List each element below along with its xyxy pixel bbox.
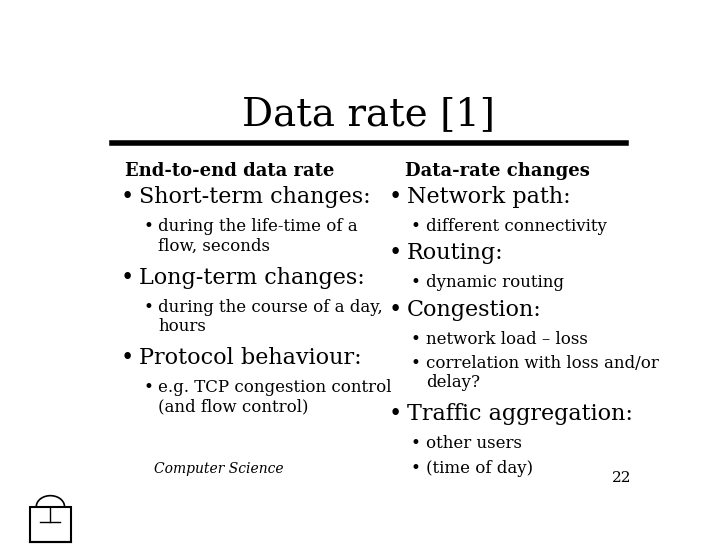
Text: Data-rate changes: Data-rate changes — [405, 162, 590, 181]
Text: •: • — [143, 299, 153, 316]
Text: Protocol behaviour:: Protocol behaviour: — [139, 347, 361, 369]
Text: •: • — [389, 242, 402, 264]
Text: 22: 22 — [612, 470, 631, 485]
Text: •: • — [121, 266, 134, 289]
Text: Traffic aggregation:: Traffic aggregation: — [407, 403, 633, 425]
Text: Congestion:: Congestion: — [407, 299, 541, 321]
Text: •: • — [411, 435, 420, 453]
Text: Routing:: Routing: — [407, 242, 503, 264]
Text: •: • — [143, 218, 153, 235]
Text: •: • — [411, 460, 420, 477]
Text: Computer Science: Computer Science — [154, 462, 284, 476]
Text: •: • — [411, 218, 420, 235]
Text: •: • — [389, 403, 402, 425]
Text: other users: other users — [426, 435, 522, 453]
Text: dynamic routing: dynamic routing — [426, 274, 564, 291]
Text: Short-term changes:: Short-term changes: — [139, 186, 371, 208]
Text: •: • — [389, 186, 402, 208]
Text: •: • — [411, 355, 420, 372]
Text: during the life-time of a
flow, seconds: during the life-time of a flow, seconds — [158, 218, 358, 254]
Text: correlation with loss and/or
delay?: correlation with loss and/or delay? — [426, 355, 659, 392]
Text: •: • — [121, 347, 134, 369]
Text: Network path:: Network path: — [407, 186, 570, 208]
Text: •: • — [121, 186, 134, 208]
Text: •: • — [411, 331, 420, 347]
Text: network load – loss: network load – loss — [426, 331, 588, 347]
Text: e.g. TCP congestion control
(and flow control): e.g. TCP congestion control (and flow co… — [158, 379, 392, 416]
Text: Long-term changes:: Long-term changes: — [139, 266, 365, 289]
Text: •: • — [389, 299, 402, 321]
Text: Data rate [1]: Data rate [1] — [243, 96, 495, 134]
Text: different connectivity: different connectivity — [426, 218, 607, 235]
Text: during the course of a day,
hours: during the course of a day, hours — [158, 299, 383, 335]
Text: •: • — [143, 379, 153, 396]
Text: (time of day): (time of day) — [426, 460, 533, 477]
Text: •: • — [411, 274, 420, 291]
FancyBboxPatch shape — [30, 506, 71, 542]
Text: End-to-end data rate: End-to-end data rate — [125, 162, 334, 181]
